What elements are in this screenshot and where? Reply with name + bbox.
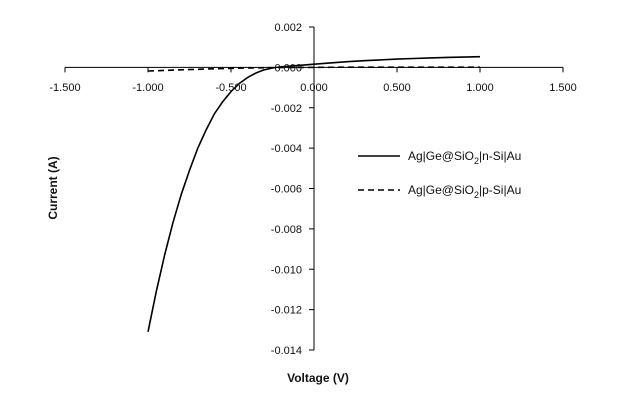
legend-label-n-si: Ag|Ge@SiO2|n-Si|Au xyxy=(408,149,521,166)
y-tick-label: -0.004 xyxy=(271,143,302,155)
legend-label-p-si: Ag|Ge@SiO2|p-Si|Au xyxy=(408,183,521,200)
x-tick-label: 1.500 xyxy=(549,82,577,94)
series-layer xyxy=(147,55,481,332)
y-tick-label: 0.000 xyxy=(274,62,302,74)
legend-label-prefix: Ag|Ge@SiO xyxy=(408,183,474,197)
legend-label-suffix: |n-Si|Au xyxy=(479,149,521,163)
x-axis-title: Voltage (V) xyxy=(287,371,349,385)
y-tick-label: 0.002 xyxy=(274,22,302,34)
x-tick-label: 1.000 xyxy=(466,82,494,94)
legend-label-prefix: Ag|Ge@SiO xyxy=(408,149,474,163)
y-tick-label: -0.006 xyxy=(271,184,302,196)
x-tick-label: -1.000 xyxy=(132,82,163,94)
series-line-p-si xyxy=(147,66,480,72)
x-tick-label: -0.500 xyxy=(215,82,246,94)
y-axis-title: Current (A) xyxy=(46,156,60,219)
legend-label-subscript: 2 xyxy=(474,156,479,166)
x-tick-labels: -1.500 -1.000 -0.500 0.000 0.500 1.000 1.500 xyxy=(49,82,576,94)
legend-label-suffix: |p-Si|Au xyxy=(479,183,521,197)
y-tick-label: -0.012 xyxy=(271,305,302,317)
y-tick-label: -0.002 xyxy=(271,103,302,115)
legend-label-subscript: 2 xyxy=(474,190,479,200)
y-tick-label: -0.008 xyxy=(271,224,302,236)
x-tick-label: 0.000 xyxy=(300,82,328,94)
y-tick-labels: 0.002 0.000 -0.002 -0.004 -0.006 -0.008 -0.010… xyxy=(271,22,302,357)
y-tick-label: -0.014 xyxy=(271,345,302,357)
x-tick-label: 0.500 xyxy=(383,82,411,94)
series-line-n-si xyxy=(147,55,481,332)
y-tick-label: -0.010 xyxy=(271,264,302,276)
x-tick-label: -1.500 xyxy=(49,82,80,94)
